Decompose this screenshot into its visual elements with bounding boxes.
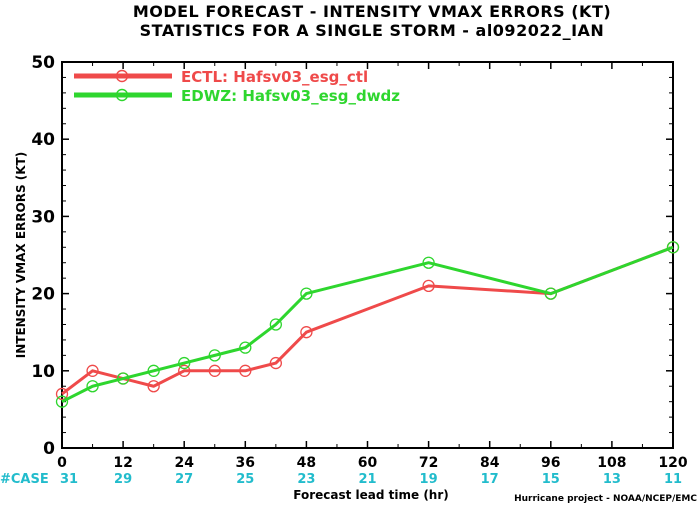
case-count: 11 bbox=[664, 472, 682, 487]
x-axis-label: Forecast lead time (hr) bbox=[293, 488, 449, 502]
case-count: 27 bbox=[175, 472, 193, 487]
x-tick-label: 108 bbox=[597, 455, 626, 471]
legend-entry-1: ECTL: Hafsv03_esg_ctl bbox=[181, 68, 368, 86]
y-axis-label: INTENSITY VMAX ERRORS (KT) bbox=[14, 152, 28, 358]
x-tick-label: 0 bbox=[57, 455, 67, 471]
series-1-point bbox=[239, 364, 252, 377]
y-tick-label: 40 bbox=[31, 130, 55, 150]
case-label: #CASE bbox=[0, 472, 49, 487]
y-tick-label: 10 bbox=[31, 362, 55, 382]
series-2-point bbox=[300, 287, 313, 300]
x-tick-label: 60 bbox=[358, 455, 378, 471]
series-1-point bbox=[178, 364, 191, 377]
case-count: 31 bbox=[60, 472, 78, 487]
case-count: 15 bbox=[542, 472, 560, 487]
series-1-point bbox=[86, 364, 99, 377]
y-tick-label: 20 bbox=[31, 285, 55, 305]
case-count: 17 bbox=[481, 472, 499, 487]
series-1-point bbox=[55, 387, 69, 401]
series-2-point bbox=[116, 372, 130, 385]
series-2-point bbox=[208, 349, 221, 362]
series-line-2 bbox=[61, 245, 674, 404]
credit-text: Hurricane project - NOAA/NCEP/EMC bbox=[514, 494, 697, 504]
series-1-point bbox=[269, 356, 283, 370]
series-2-point bbox=[422, 256, 435, 269]
case-count: 19 bbox=[420, 472, 438, 487]
series-2-point bbox=[239, 341, 252, 354]
x-tick-label: 36 bbox=[236, 455, 255, 471]
x-tick-label: 72 bbox=[419, 455, 438, 471]
x-tick-label: 84 bbox=[480, 455, 500, 471]
series-1-point bbox=[208, 364, 221, 377]
x-tick-label: 96 bbox=[541, 455, 560, 471]
chart-title-line-2: STATISTICS FOR A SINGLE STORM - al092022… bbox=[140, 21, 605, 40]
y-tick-label: 50 bbox=[31, 53, 55, 73]
case-count: 29 bbox=[114, 472, 132, 487]
plot-frame bbox=[61, 61, 674, 449]
legend-marker-2 bbox=[115, 88, 129, 102]
series-2-point bbox=[544, 287, 557, 300]
x-tick-label: 48 bbox=[297, 455, 316, 471]
plot-area: 0 10 20 30 40 50 0 12 24 36 48 60 72 84 96 108 120 31 29 27… bbox=[31, 53, 688, 487]
chart-title-line-1: MODEL FORECAST - INTENSITY VMAX ERRORS (… bbox=[133, 2, 611, 21]
legend-marker-1 bbox=[115, 69, 129, 83]
series-2-point bbox=[269, 318, 283, 331]
series-1-point bbox=[300, 326, 313, 339]
series-1-point bbox=[147, 380, 160, 393]
x-tick-label: 12 bbox=[113, 455, 132, 471]
series-2-point bbox=[178, 356, 191, 370]
case-count: 13 bbox=[603, 472, 621, 487]
y-tick-label: 30 bbox=[31, 207, 55, 227]
series-2-point bbox=[666, 241, 680, 254]
case-count: 21 bbox=[358, 472, 376, 487]
series-2-point bbox=[147, 364, 160, 377]
case-count: 25 bbox=[236, 472, 254, 487]
series-2-point bbox=[86, 380, 99, 393]
series-2-point bbox=[55, 395, 69, 408]
x-tick-label: 24 bbox=[174, 455, 194, 471]
legend-entry-2: EDWZ: Hafsv03_esg_dwdz bbox=[181, 87, 400, 105]
x-tick-label: 120 bbox=[658, 455, 687, 471]
case-count: 23 bbox=[297, 472, 315, 487]
series-1-point bbox=[422, 279, 435, 293]
y-tick-label: 0 bbox=[43, 439, 55, 459]
